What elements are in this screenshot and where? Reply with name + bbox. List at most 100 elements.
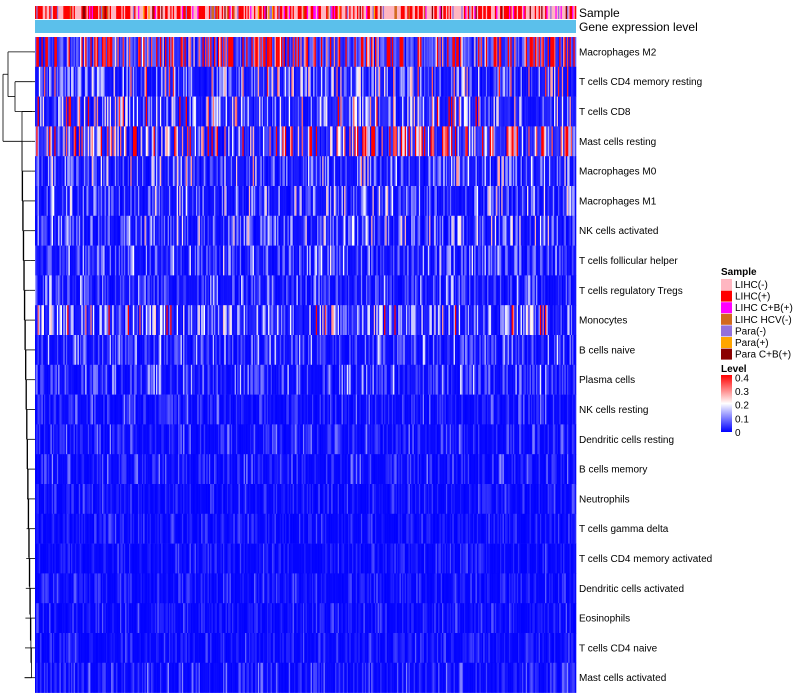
sample-annotation-cell [483,6,485,19]
heatmap-cell [430,37,433,68]
sample-annotation-cell [490,6,493,19]
heatmap-cell [308,66,310,97]
sample-annotation-cell [492,6,494,19]
heatmap-cell [514,37,516,68]
heatmap-cell [357,66,359,97]
heatmap-cell [313,37,315,68]
sample-annotation-cell [430,6,433,19]
heatmap-cell [479,66,481,97]
heatmap-cell [337,37,340,68]
heatmap-cell [279,66,282,97]
heatmap-cell [112,37,114,68]
heatmap-cell [341,37,344,68]
heatmap-cell [545,66,547,97]
heatmap-cell [193,37,196,68]
sample-annotation-cell [165,6,167,19]
heatmap-cell [574,215,577,246]
heatmap-cell [346,66,349,97]
heatmap-cell [557,37,560,68]
heatmap-cell [207,66,210,97]
sample-annotation-cell [527,6,529,19]
sample-annotation-cell [472,6,475,19]
sample-annotation-cell [554,6,556,19]
sample-annotation-cell [238,6,241,19]
heatmap-cell [264,37,266,68]
heatmap-cell [38,37,41,68]
sample-annotation-cell [462,6,465,19]
heatmap-cell [511,66,514,97]
heatmap-row [35,96,577,127]
heatmap-cell [310,66,313,97]
heatmap-cell [568,66,570,97]
heatmap-cell [564,66,566,97]
heatmap-cell [344,66,346,97]
sample-annotation-cell [103,6,105,19]
heatmap-cell [296,37,299,68]
heatmap-cell [125,66,127,97]
sample-annotation-cell [394,6,396,19]
heatmap-cell [196,37,198,68]
sample-annotation-cell [80,6,82,19]
heatmap-cell [573,66,576,97]
heatmap-cell [180,37,183,68]
sample-annotation-cell [550,6,552,19]
heatmap-cell [201,37,203,68]
heatmap-cell [290,66,292,97]
heatmap-cell [55,37,58,68]
sample-annotation-cell [197,6,199,19]
heatmap-cell [434,66,436,97]
heatmap-cell [208,66,211,97]
heatmap-cell [533,37,536,68]
sample-annotation-cell [58,6,60,19]
heatmap-cell [118,37,121,68]
heatmap-cell [382,37,385,68]
heatmap-cell [121,96,123,127]
heatmap-row [35,305,577,336]
heatmap-cell [400,37,403,68]
heatmap-cell [125,96,127,127]
heatmap-cell [108,37,111,68]
heatmap-cell [545,37,547,68]
heatmap-cell [542,37,545,68]
sample-annotation-cell [134,6,136,19]
sample-annotation-cell [530,6,533,19]
heatmap-cell [145,37,148,68]
sample-annotation-cell [452,6,454,19]
heatmap-cell [269,66,272,97]
heatmap-cell [89,96,91,127]
heatmap-cell [351,66,354,97]
sample-annotation-cell [465,6,467,19]
sample-annotation-cell [130,6,132,19]
sample-annotation-cell [371,6,373,19]
sample-annotation-cell [547,6,550,19]
heatmap-cell [389,37,391,68]
heatmap-cell [530,37,533,68]
heatmap-cell [65,96,68,127]
sample-annotation-cell [426,6,429,19]
heatmap-cell [112,66,114,97]
heatmap-cell [87,66,90,97]
heatmap-cell [198,37,201,68]
sample-annotation-cell [569,6,572,19]
heatmap-cell [373,37,376,68]
heatmap-cell [539,66,542,97]
sample-annotation-cell [90,6,92,19]
heatmap-cell [278,37,281,68]
sample-annotation-cell [286,6,288,19]
heatmap-cell [192,66,194,97]
heatmap-cell [162,66,165,97]
heatmap-cell [284,66,287,97]
heatmap-cell [101,37,104,68]
heatmap-cell [317,37,319,68]
heatmap-cell [408,37,411,68]
sample-annotation-cell [565,6,568,19]
heatmap-cell [569,37,572,68]
sample-annotation-cell [350,6,353,19]
heatmap-cell [297,37,300,68]
sample-annotation-cell [152,6,154,19]
heatmap-cell [69,66,72,97]
heatmap-cell [159,66,162,97]
heatmap-cell [416,66,418,97]
heatmap-cell [497,37,500,68]
heatmap-cell [359,66,362,97]
